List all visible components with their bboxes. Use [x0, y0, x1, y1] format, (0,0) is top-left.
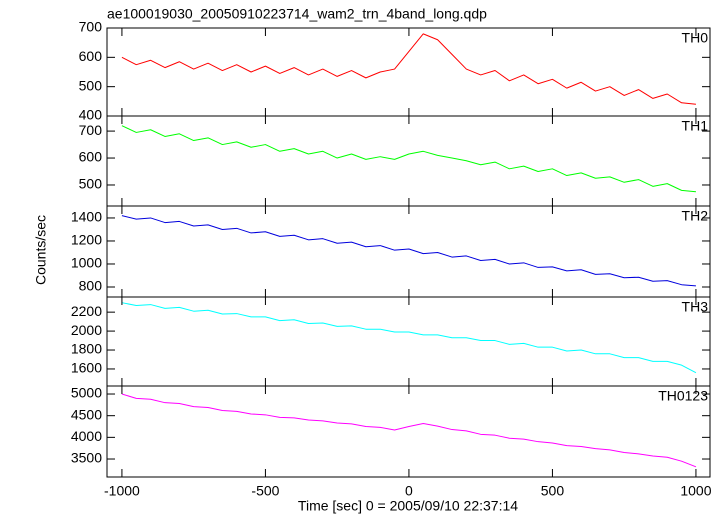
y-tick-label: 1200: [71, 232, 102, 248]
y-tick-label: 700: [79, 19, 103, 35]
trace: [121, 302, 697, 374]
y-tick-label: 1400: [71, 209, 102, 225]
y-tick-label: 2200: [71, 303, 102, 319]
x-tick-label: 1000: [680, 483, 711, 499]
trace: [121, 125, 696, 193]
y-tick-label: 4000: [71, 428, 102, 444]
x-tick-label: 0: [405, 483, 413, 499]
trace: [121, 33, 696, 105]
y-tick-label: 600: [79, 48, 103, 64]
y-axis-label: Counts/sec: [33, 215, 49, 285]
y-tick-label: 1600: [71, 360, 102, 376]
series-label: TH0: [682, 30, 709, 46]
panel-frame: [106, 385, 711, 478]
y-tick-label: 800: [79, 278, 103, 294]
panel-frame: [106, 296, 711, 387]
y-tick-label: 1800: [71, 341, 102, 357]
panel-frame: [106, 27, 711, 117]
y-tick-label: 1000: [71, 255, 102, 271]
y-tick-label: 4500: [71, 406, 102, 422]
series-label: TH1: [682, 118, 709, 134]
panel-frame: [106, 205, 711, 298]
x-tick-label: -1000: [104, 483, 140, 499]
y-tick-label: 2000: [71, 322, 102, 338]
y-tick-label: 500: [79, 176, 103, 192]
trace: [121, 215, 696, 287]
y-tick-label: 500: [79, 77, 103, 93]
x-tick-label: 500: [541, 483, 565, 499]
trace: [121, 393, 697, 468]
y-tick-label: 5000: [71, 385, 102, 401]
y-tick-label: 600: [79, 149, 103, 165]
x-axis-label: Time [sec] 0 = 2005/09/10 22:37:14: [298, 498, 518, 514]
y-tick-label: 700: [79, 122, 103, 138]
series-label: TH0123: [658, 388, 708, 404]
y-tick-label: 3500: [71, 450, 102, 466]
panel-frame: [106, 115, 711, 207]
x-tick-label: -500: [251, 483, 279, 499]
series-label: TH3: [682, 299, 709, 315]
chart-title: ae100019030_20050910223714_wam2_trn_4ban…: [107, 6, 487, 22]
y-tick-label: 400: [79, 107, 103, 123]
series-label: TH2: [682, 208, 709, 224]
